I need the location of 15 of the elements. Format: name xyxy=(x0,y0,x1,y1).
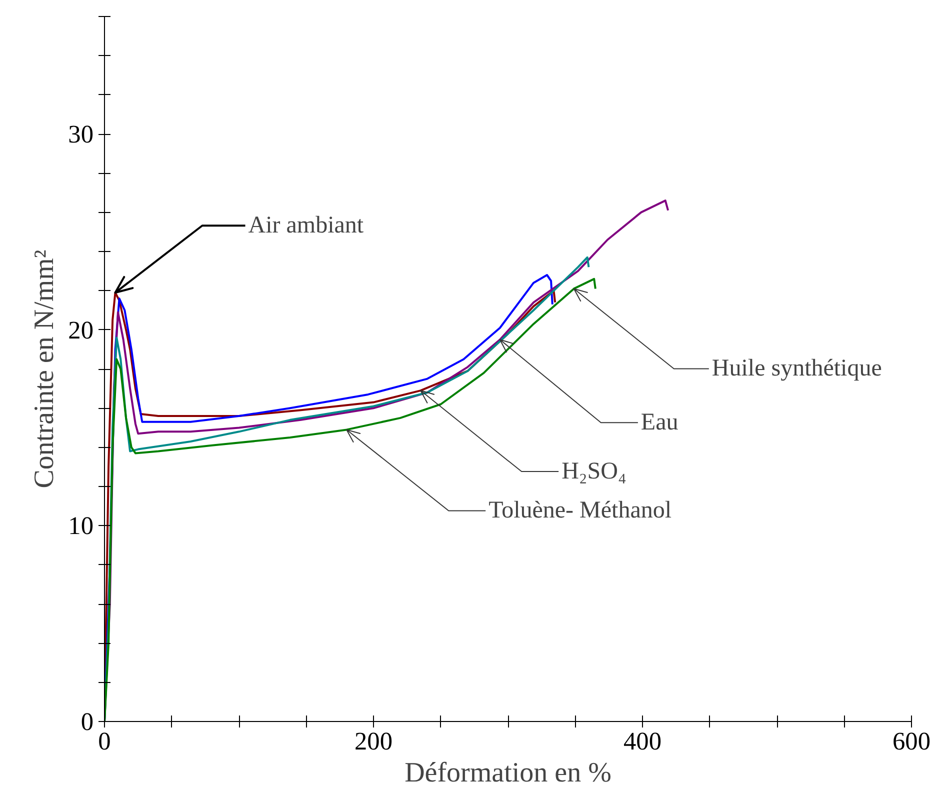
annotation: Huile synthétique xyxy=(712,356,882,382)
x-tick-label: 600 xyxy=(892,728,931,756)
y-tick-label: 10 xyxy=(68,512,94,540)
annotation: Eau xyxy=(640,410,678,436)
x-tick-label: 200 xyxy=(354,728,393,756)
annotation: H₂SO₄ xyxy=(562,458,626,485)
x-axis-title: Déformation en % xyxy=(404,758,612,788)
x-tick-label: 0 xyxy=(98,728,111,756)
x-tick-label: 400 xyxy=(624,728,662,756)
annotation: Toluène- Méthanol xyxy=(488,498,672,524)
y-axis-title: Contrainte en N/mm² xyxy=(29,250,60,488)
y-tick-label: 0 xyxy=(80,708,94,736)
y-tick-label: 30 xyxy=(68,120,94,148)
y-tick-label: 20 xyxy=(68,316,94,344)
annotation: Air ambiant xyxy=(248,212,364,239)
